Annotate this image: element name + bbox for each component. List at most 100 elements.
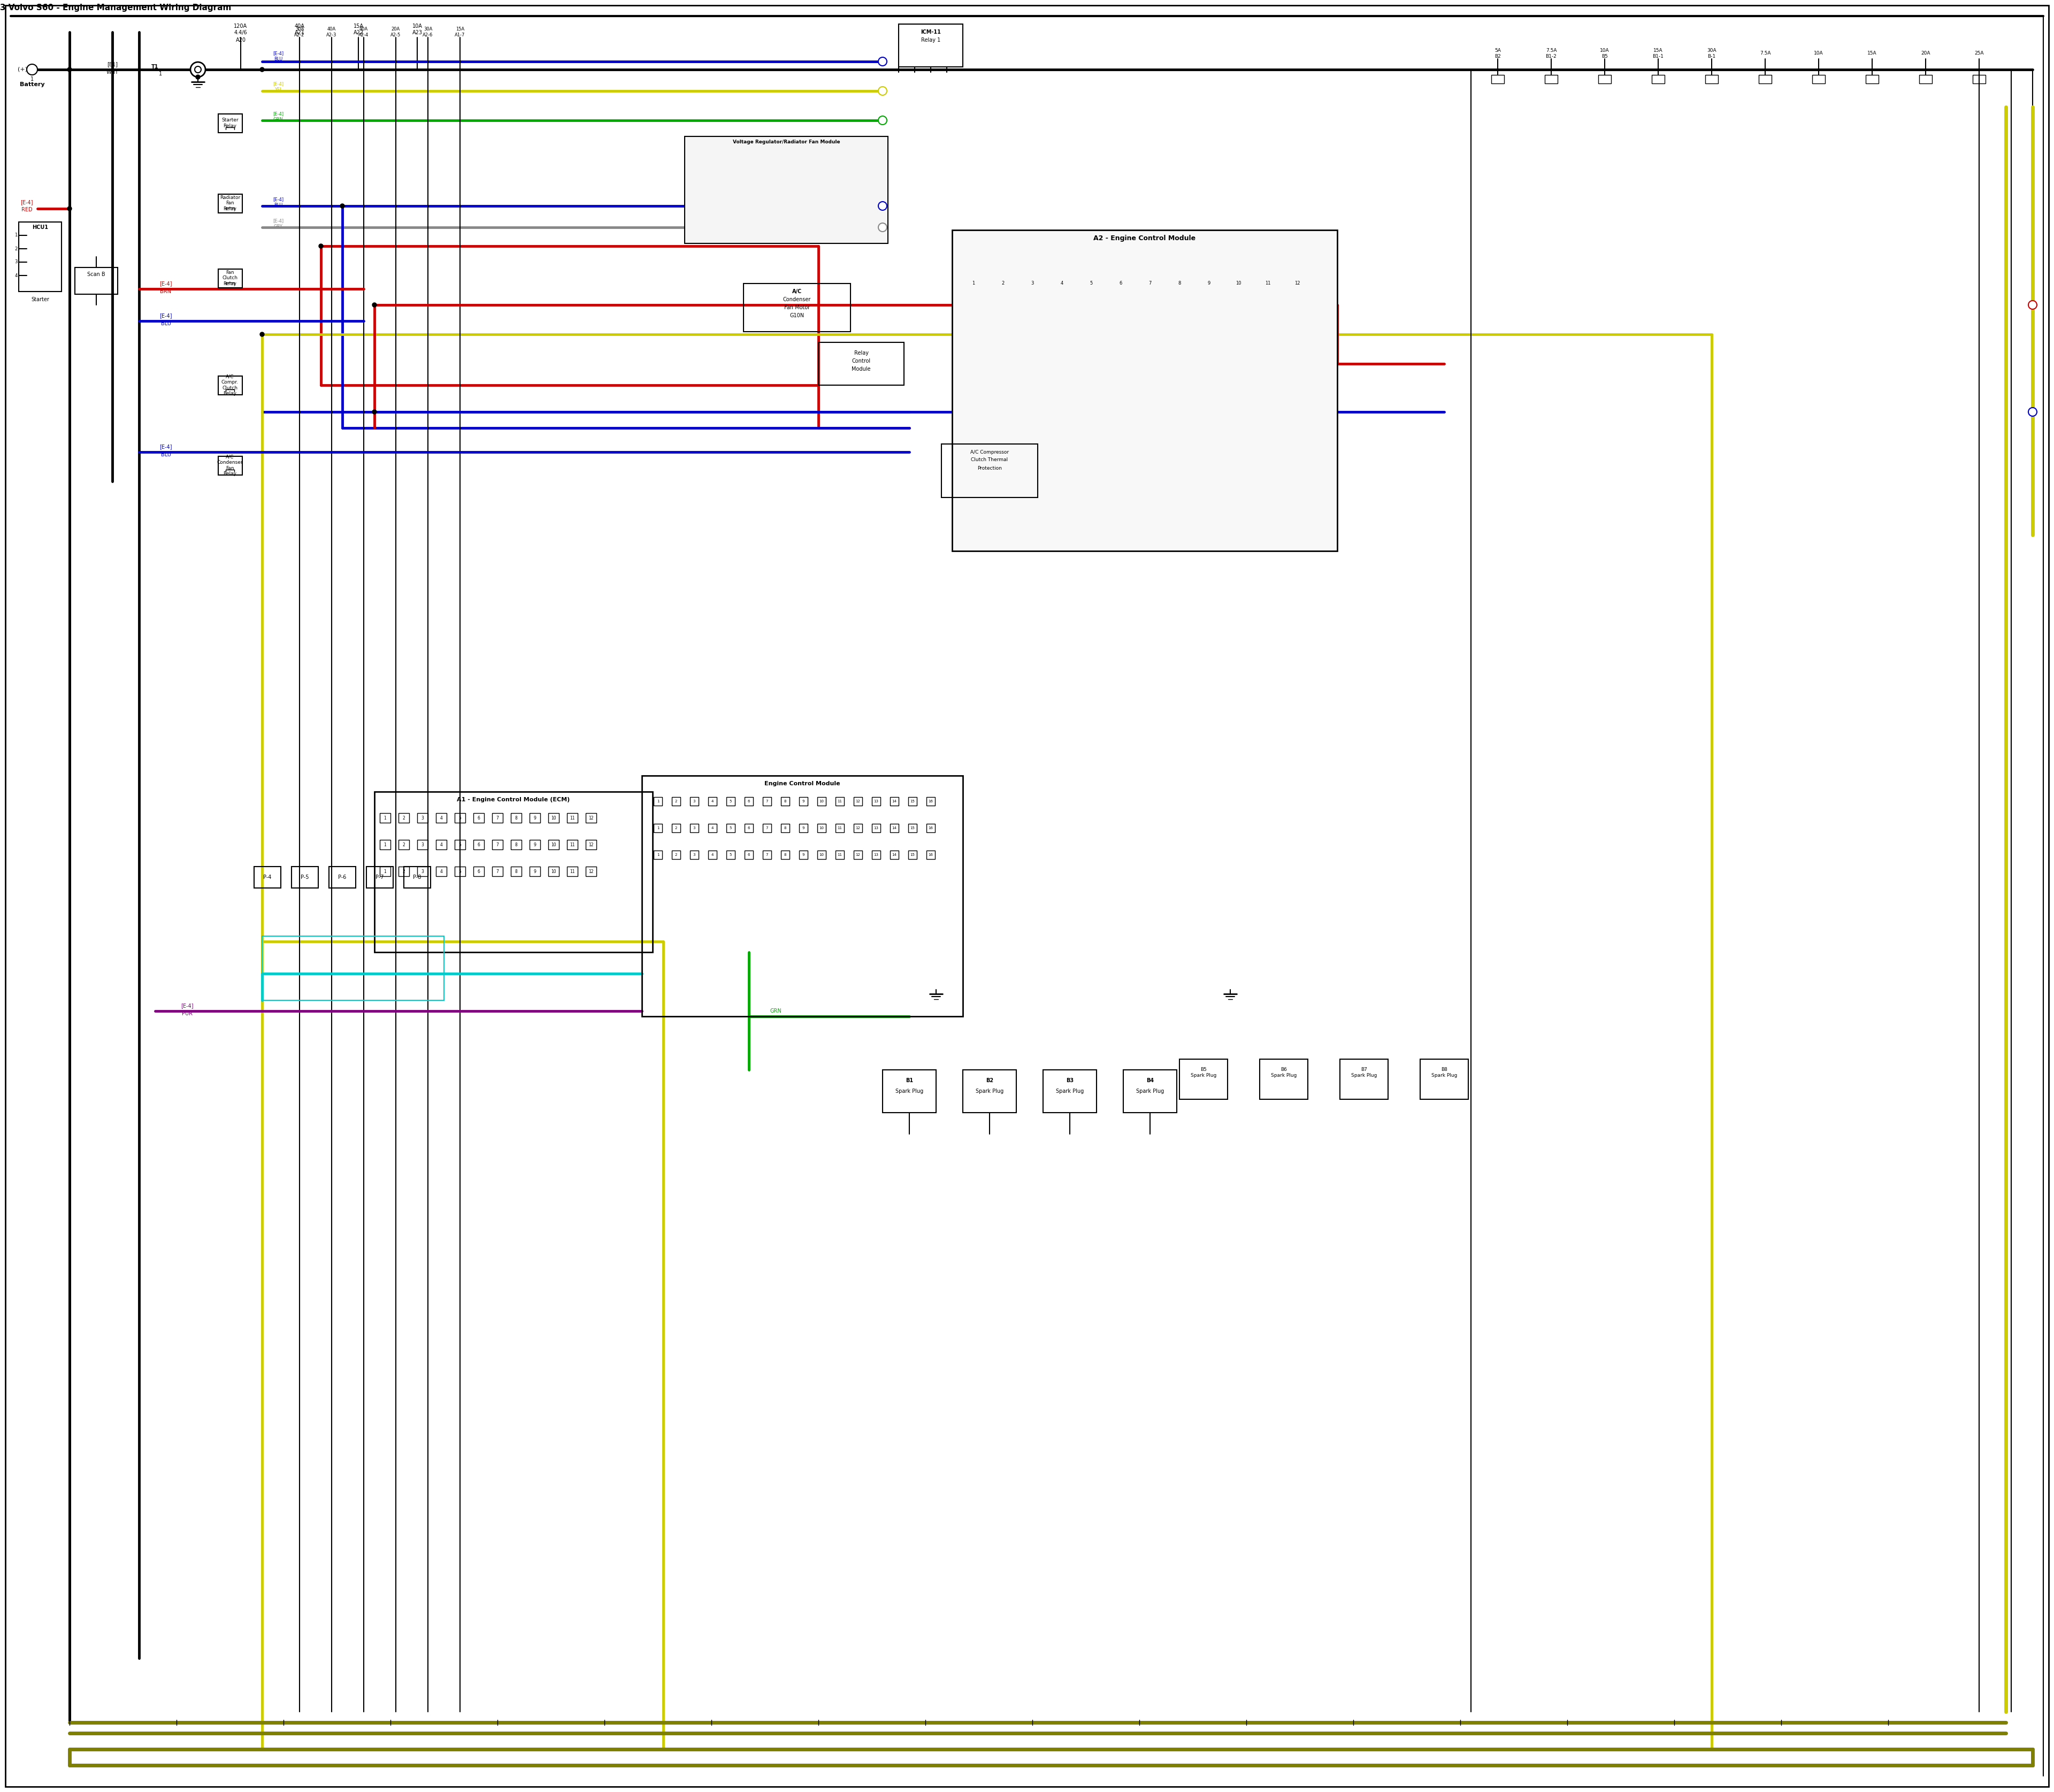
Text: 4: 4 <box>711 826 713 830</box>
Text: Spark Plug: Spark Plug <box>976 1088 1004 1093</box>
Text: Voltage Regulator/Radiator Fan Module: Voltage Regulator/Radiator Fan Module <box>733 140 840 143</box>
Text: 7: 7 <box>766 799 768 803</box>
Text: 7: 7 <box>766 853 768 857</box>
Text: 2: 2 <box>403 815 405 821</box>
Text: 25A: 25A <box>1974 52 1984 56</box>
Bar <box>744 283 850 332</box>
Text: 10A
A23: 10A A23 <box>413 23 423 36</box>
Bar <box>908 851 916 858</box>
Bar <box>380 867 390 876</box>
Text: [E-4]: [E-4] <box>160 281 173 287</box>
Bar <box>1865 75 1879 84</box>
Bar <box>889 797 900 806</box>
Bar <box>380 814 390 823</box>
Bar <box>871 851 881 858</box>
Bar <box>511 867 522 876</box>
Circle shape <box>2027 301 2038 310</box>
Bar <box>1259 1059 1308 1098</box>
Bar <box>781 851 789 858</box>
Bar <box>1705 75 1717 84</box>
Text: Fan Motor: Fan Motor <box>785 305 809 310</box>
Text: 8: 8 <box>516 842 518 848</box>
Text: 15A
B1-1: 15A B1-1 <box>1653 48 1664 59</box>
Text: Battery: Battery <box>21 82 45 88</box>
Text: 7: 7 <box>1148 281 1152 287</box>
Text: 4: 4 <box>711 799 713 803</box>
Bar <box>417 814 427 823</box>
Text: GRN: GRN <box>770 1009 781 1014</box>
Bar <box>585 867 596 876</box>
Text: 4: 4 <box>14 272 16 278</box>
Text: [E1]: [E1] <box>107 61 117 66</box>
Text: B3: B3 <box>1066 1077 1074 1082</box>
Bar <box>836 824 844 831</box>
Bar <box>744 824 754 831</box>
Circle shape <box>195 75 199 79</box>
Circle shape <box>879 86 887 95</box>
Bar <box>567 814 577 823</box>
Text: 5: 5 <box>458 815 462 821</box>
Bar <box>762 797 772 806</box>
Circle shape <box>261 68 265 72</box>
Text: 1: 1 <box>657 826 659 830</box>
Text: 2: 2 <box>403 869 405 874</box>
Bar <box>727 797 735 806</box>
Circle shape <box>318 244 322 249</box>
Text: 10A
B5: 10A B5 <box>1600 48 1610 59</box>
Bar <box>1651 75 1664 84</box>
Bar <box>653 851 661 858</box>
Text: 5: 5 <box>458 842 462 848</box>
Bar <box>926 824 935 831</box>
Bar <box>709 797 717 806</box>
Bar <box>435 867 446 876</box>
Bar <box>548 867 559 876</box>
Text: 12: 12 <box>589 842 594 848</box>
Bar <box>781 797 789 806</box>
Bar <box>653 797 661 806</box>
Bar <box>871 824 881 831</box>
Bar <box>871 797 881 806</box>
Text: 15: 15 <box>910 799 914 803</box>
Bar <box>817 851 826 858</box>
Text: 16: 16 <box>928 853 933 857</box>
Bar <box>493 867 503 876</box>
Text: 14: 14 <box>891 853 898 857</box>
Text: 7.5A
B1-2: 7.5A B1-2 <box>1547 48 1557 59</box>
Text: 40A
A2-3: 40A A2-3 <box>327 27 337 38</box>
Text: 7: 7 <box>497 869 499 874</box>
Bar <box>744 851 754 858</box>
Text: 10: 10 <box>820 853 824 857</box>
Bar <box>690 851 698 858</box>
Bar <box>493 840 503 849</box>
Text: 6: 6 <box>748 826 750 830</box>
Text: 5A
B2: 5A B2 <box>1495 48 1501 59</box>
Text: Fan
Clutch
Relay: Fan Clutch Relay <box>222 271 238 287</box>
Text: 4: 4 <box>440 869 442 874</box>
Bar <box>836 797 844 806</box>
Text: 10: 10 <box>1234 281 1241 287</box>
Text: 15A: 15A <box>1867 52 1877 56</box>
Text: Relay 1: Relay 1 <box>920 38 941 43</box>
Text: Condenser: Condenser <box>783 297 811 303</box>
Bar <box>889 824 900 831</box>
Text: 13: 13 <box>873 853 879 857</box>
Text: 2: 2 <box>676 853 678 857</box>
Bar <box>709 851 717 858</box>
Bar <box>1758 75 1771 84</box>
Bar <box>530 840 540 849</box>
Text: 1: 1 <box>158 72 162 77</box>
Bar <box>380 840 390 849</box>
Text: B5
Spark Plug: B5 Spark Plug <box>1191 1068 1216 1077</box>
Text: 16: 16 <box>928 826 933 830</box>
Bar <box>405 867 431 889</box>
Bar <box>511 814 522 823</box>
Text: 5: 5 <box>458 869 462 874</box>
Bar <box>472 814 485 823</box>
Bar <box>817 824 826 831</box>
Text: Starter
Relay: Starter Relay <box>222 118 238 129</box>
Text: 12: 12 <box>589 815 594 821</box>
Bar <box>1918 75 1933 84</box>
Bar <box>435 840 446 849</box>
Text: 40A
A2-4: 40A A2-4 <box>359 27 370 38</box>
Text: B7
Spark Plug: B7 Spark Plug <box>1352 1068 1376 1077</box>
